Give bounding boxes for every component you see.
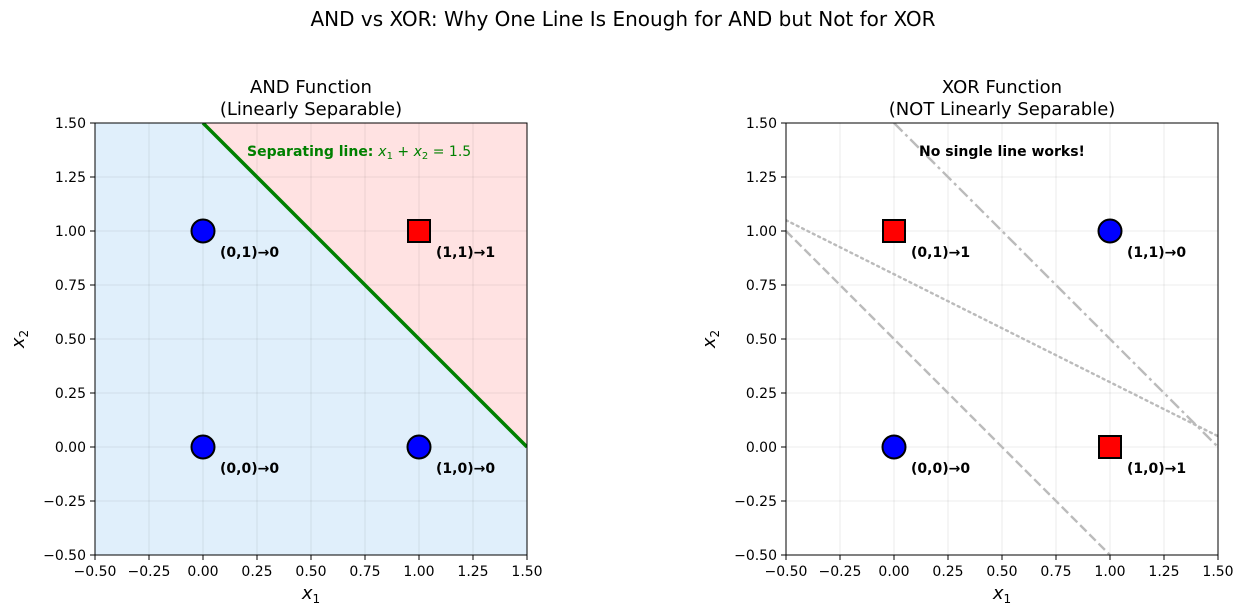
xor-x-axis-var: x [992, 583, 1004, 604]
xor-y-tick-label-1: −0.25 [734, 494, 777, 510]
xor-chart-x-axis-title: x1 [992, 583, 1011, 606]
xor-x-tick-label-2: 0.00 [878, 564, 909, 580]
xor-chart-plot-area: (0,0)→0 (0,1)→1 (1,0)→1 (1,1)→0 −0.50 −0.25 0.… [734, 116, 1233, 580]
xor-y-tick-label-5: 0.75 [746, 278, 777, 294]
figure-suptitle: AND vs XOR: Why One Line Is Enough for A… [310, 7, 935, 31]
xor-failed-line-0 [786, 230, 1111, 555]
and-x-tick-label-5: 0.75 [349, 564, 380, 580]
and-x-tick-label-0: −0.50 [74, 564, 117, 580]
xor-chart-y-axis-title: x2 [699, 330, 722, 349]
and-x-tick-label-8: 1.50 [511, 564, 542, 580]
xor-y-axis-var: x [699, 337, 720, 349]
xor-x-tick-label-8: 1.50 [1202, 564, 1233, 580]
and-x-tick-label-7: 1.25 [457, 564, 488, 580]
annotation-math-a-sub: 1 [387, 151, 393, 162]
and-point-11-label: (1,1)→1 [436, 245, 495, 261]
and-point-10-label: (1,0)→0 [436, 461, 495, 477]
and-y-tick-label-1: −0.25 [43, 494, 86, 510]
and-chart-x-axis-title: x1 [301, 583, 320, 606]
and-point-00-label: (0,0)→0 [220, 461, 279, 477]
xor-x-tick-label-5: 0.75 [1040, 564, 1071, 580]
and-y-tick-label-3: 0.25 [55, 386, 86, 402]
xor-x-axis-sub: 1 [1004, 592, 1012, 606]
xor-y-tick-label-3: 0.25 [746, 386, 777, 402]
xor-y-tick-label-2: 0.00 [746, 440, 777, 456]
xor-point-01-square-marker [882, 219, 906, 243]
and-y-tick-label-8: 1.50 [55, 116, 86, 132]
no-single-line-annotation: No single line works! [919, 144, 1085, 160]
and-x-axis-var: x [301, 583, 313, 604]
and-x-tick-label-3: 0.25 [241, 564, 272, 580]
and-y-axis-var: x [8, 337, 29, 349]
xor-x-tick-label-4: 0.50 [986, 564, 1017, 580]
annotation-prefix: Separating line: [247, 144, 378, 160]
xor-point-11-circle-marker [1097, 218, 1123, 244]
and-x-tick-label-2: 0.00 [187, 564, 218, 580]
and-y-tick-label-0: −0.50 [43, 548, 86, 564]
xor-chart-title-line2: (NOT Linearly Separable) [889, 99, 1116, 120]
annotation-math-b-sub: 2 [422, 151, 428, 162]
xor-x-tick-label-1: −0.25 [819, 564, 862, 580]
xor-failed-line-2 [893, 123, 1218, 448]
annotation-math-eq: = 1.5 [428, 144, 471, 160]
and-chart-plot-area: (0,0)→0 (0,1)→0 (1,0)→0 (1,1)→1 −0.50 −0.25 0.… [43, 116, 542, 580]
separating-line-annotation: Separating line: x1 + x2 = 1.5 [247, 144, 471, 162]
xor-failed-line-1 [786, 218, 1218, 438]
annotation-math-a: x [377, 144, 387, 160]
and-chart-title-line2: (Linearly Separable) [220, 99, 402, 120]
and-x-tick-label-4: 0.50 [295, 564, 326, 580]
xor-point-00-circle-marker [881, 434, 907, 460]
xor-chart-title-line1: XOR Function [942, 77, 1062, 98]
xor-point-01-label: (0,1)→1 [911, 245, 970, 261]
and-point-00-circle-marker [190, 434, 216, 460]
and-y-tick-label-6: 1.00 [55, 224, 86, 240]
xor-x-tick-label-7: 1.25 [1148, 564, 1179, 580]
and-chart-panel: AND Function (Linearly Separable) (0,0)→… [8, 77, 543, 606]
and-separating-line [201, 123, 527, 449]
xor-x-tick-label-6: 1.00 [1094, 564, 1125, 580]
and-point-11-square-marker [407, 219, 431, 243]
and-x-axis-sub: 1 [313, 592, 321, 606]
and-y-tick-label-4: 0.50 [55, 332, 86, 348]
xor-x-tick-label-3: 0.25 [932, 564, 963, 580]
and-y-tick-label-2: 0.00 [55, 440, 86, 456]
and-y-tick-label-5: 0.75 [55, 278, 86, 294]
and-point-01-circle-marker [190, 218, 216, 244]
and-chart-title-line1: AND Function [250, 77, 372, 98]
and-y-tick-label-7: 1.25 [55, 170, 86, 186]
xor-y-tick-label-4: 0.50 [746, 332, 777, 348]
xor-point-10-square-marker [1098, 435, 1122, 459]
annotation-math-plus: + [393, 144, 414, 160]
and-point-01-label: (0,1)→0 [220, 245, 279, 261]
and-x-tick-label-6: 1.00 [403, 564, 434, 580]
xor-chart-panel: XOR Function (NOT Linearly Separable) (0… [699, 77, 1234, 606]
xor-y-tick-label-0: −0.50 [734, 548, 777, 564]
xor-x-tick-label-0: −0.50 [765, 564, 808, 580]
xor-y-axis-sub: 2 [708, 330, 722, 338]
annotation-math-b: x [413, 144, 423, 160]
xor-point-00-label: (0,0)→0 [911, 461, 970, 477]
and-point-10-circle-marker [406, 434, 432, 460]
and-chart-y-axis-title: x2 [8, 330, 31, 349]
and-y-axis-sub: 2 [17, 330, 31, 338]
xor-y-tick-label-8: 1.50 [746, 116, 777, 132]
xor-y-tick-label-7: 1.25 [746, 170, 777, 186]
xor-y-tick-label-6: 1.00 [746, 224, 777, 240]
xor-point-10-label: (1,0)→1 [1127, 461, 1186, 477]
and-x-tick-label-1: −0.25 [128, 564, 171, 580]
xor-point-11-label: (1,1)→0 [1127, 245, 1186, 261]
xor-plot-background [786, 123, 1218, 555]
